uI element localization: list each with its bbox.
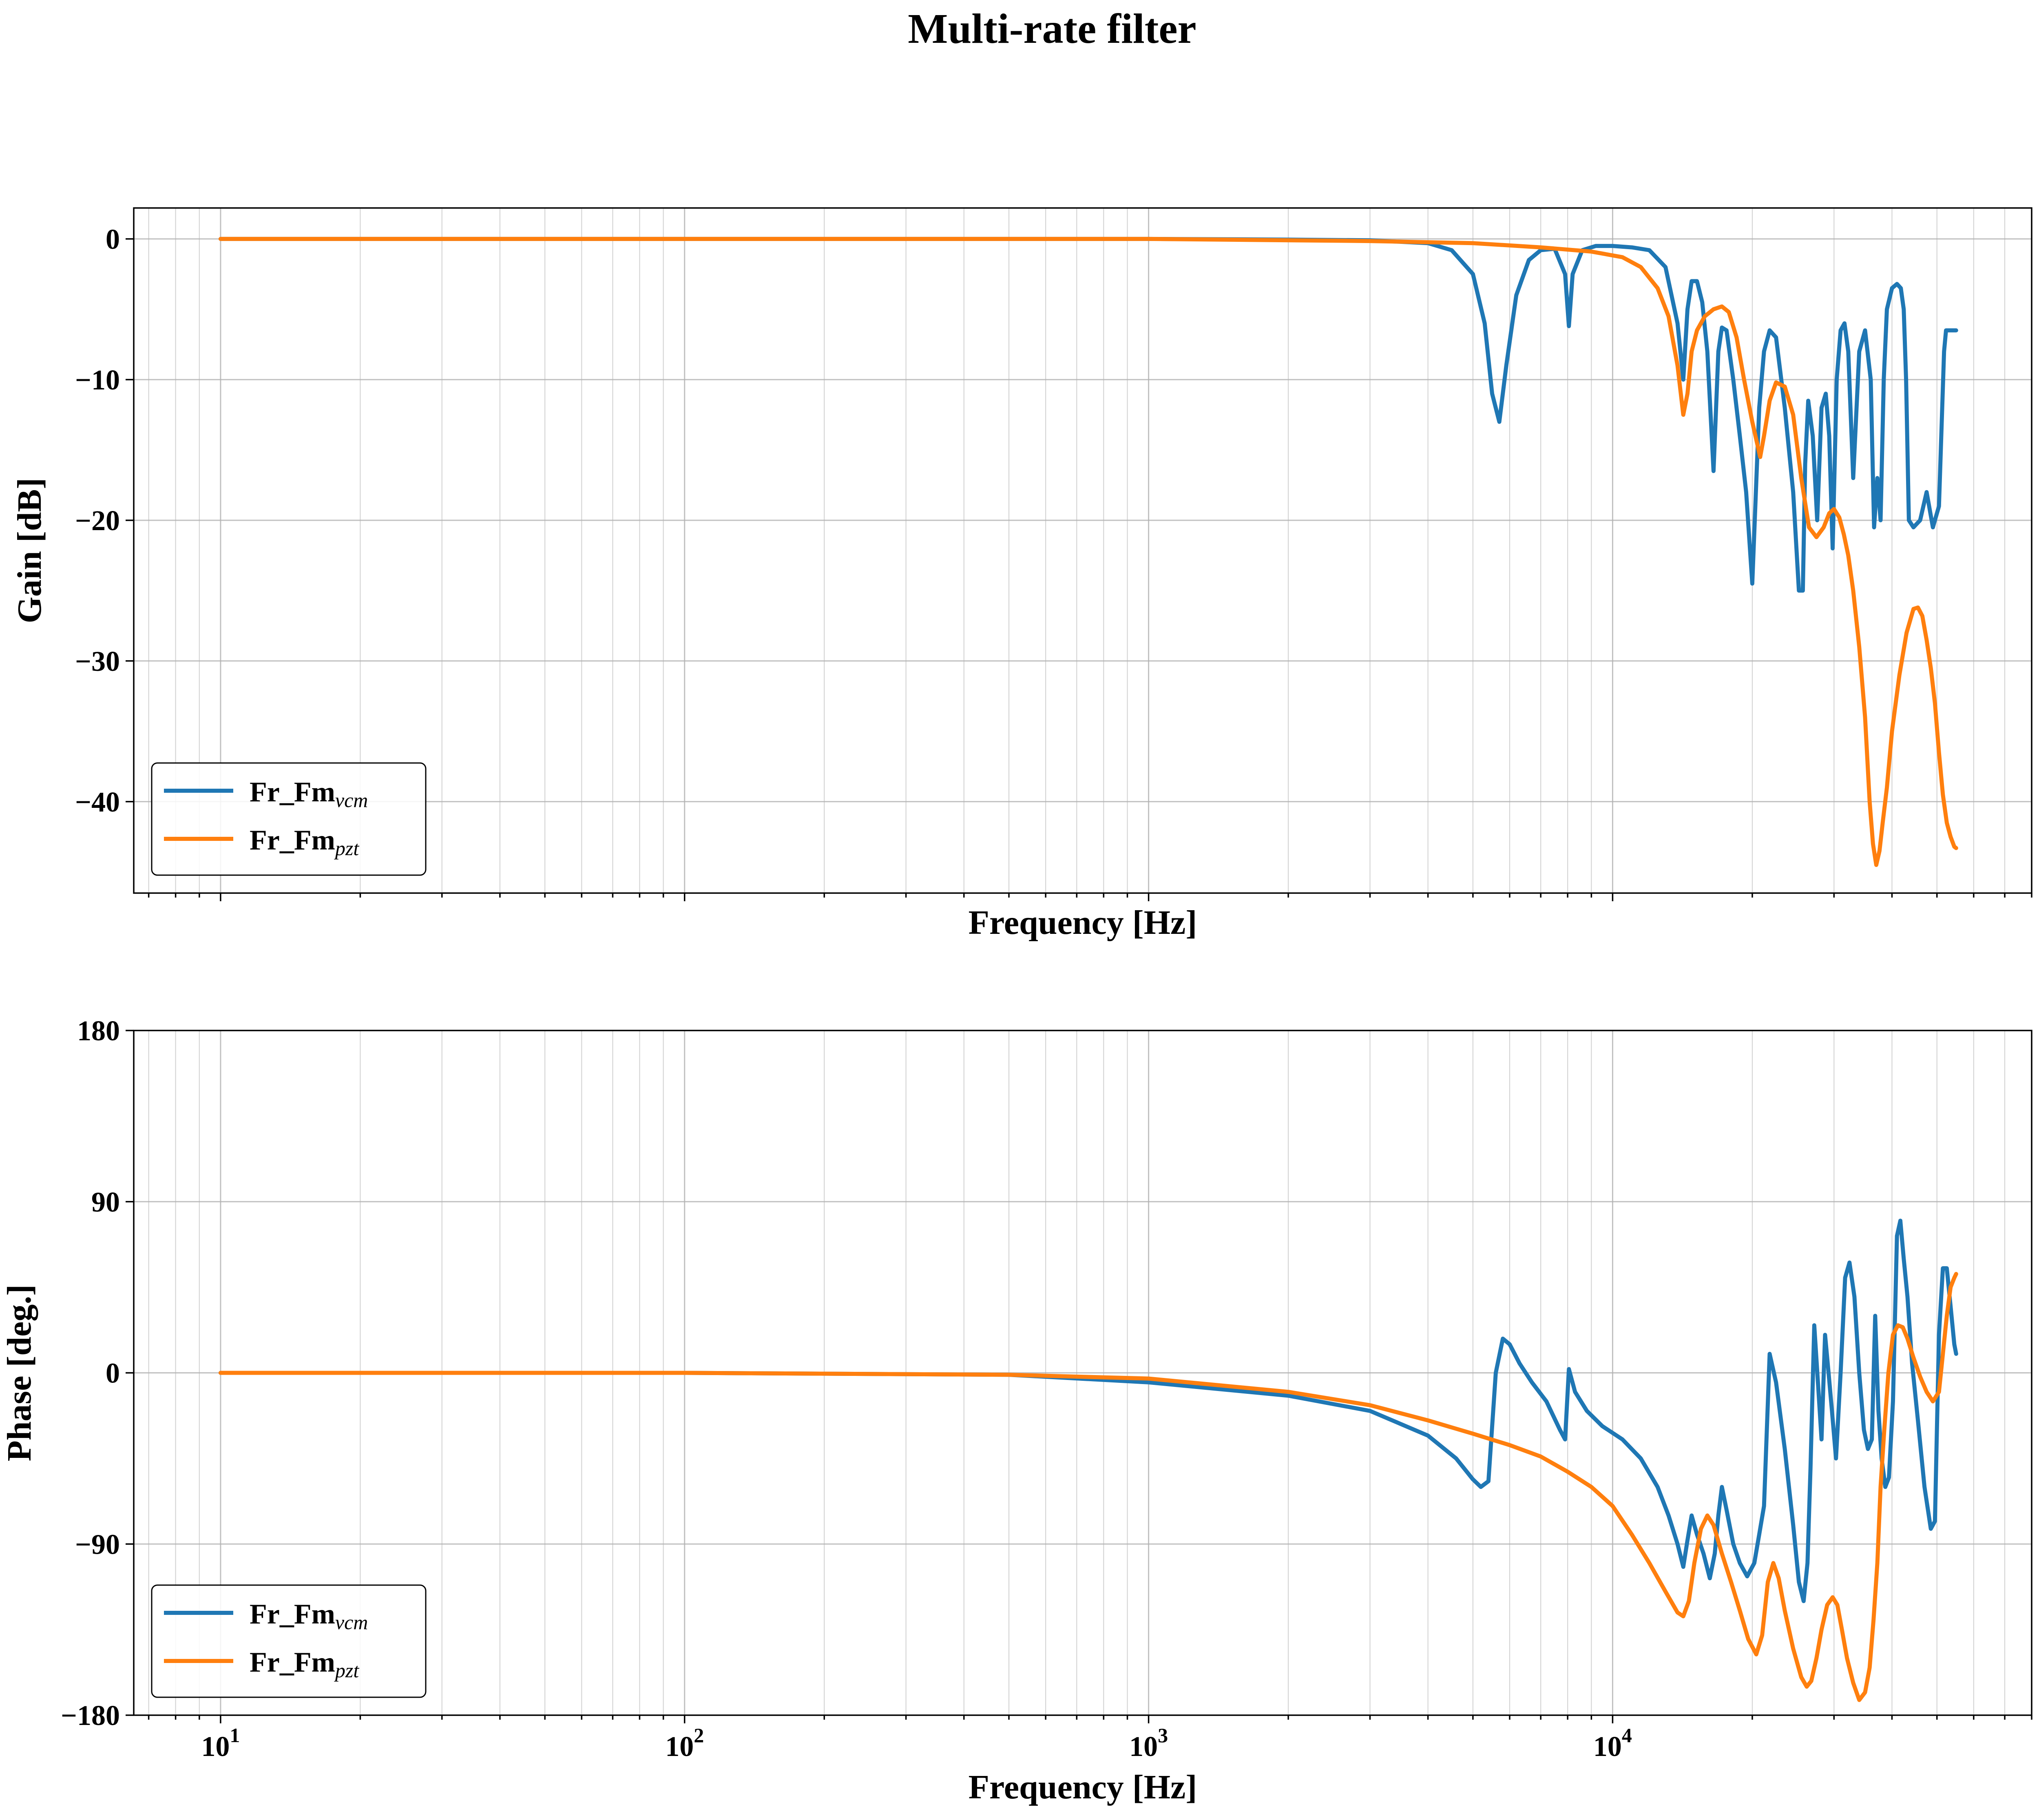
legend-label-vcm: Fr_Fmvcm [250,776,368,812]
x-ticks [148,893,2032,901]
y-axis-label: Gain [dB] [11,478,49,623]
series-line-vcm [218,237,1958,593]
y-tick-label: 0 [106,1358,120,1389]
x-ticks [148,1715,2032,1723]
y-tick-label: −30 [75,646,120,677]
y-tick-label: −180 [61,1700,120,1732]
phase-panel: 180 90 0 −90 −180 101 102 103 104 Frequency [Hz] P… [0,1015,2032,1806]
gain-panel: 0 −10 −20 −30 −40 Frequency [Hz] Gain [dB] Fr_F… [11,207,2032,942]
x-axis-label: Frequency [Hz] [969,1768,1197,1806]
series-group [218,237,1958,867]
legend-label-vcm: Fr_Fmvcm [250,1599,368,1634]
y-tick-label: −40 [75,787,120,818]
grid [134,208,2032,893]
y-axis-label: Phase [deg.] [0,1285,38,1462]
y-tick-label: −10 [75,365,120,396]
series-group [218,1218,1958,1702]
x-tick-label: 101 [201,1724,240,1763]
x-tick-label: 102 [665,1724,704,1763]
y-tick-label: 180 [77,1015,120,1047]
y-tick-label: 90 [91,1187,120,1218]
series-line-pzt [218,237,1958,867]
y-tick-label: −90 [75,1529,120,1560]
legend: Fr_Fmvcm Fr_Fmpzt [151,1584,427,1698]
x-axis-label: Frequency [Hz] [969,904,1197,942]
x-tick-label: 103 [1129,1724,1168,1763]
y-tick-label: 0 [106,224,120,255]
figure-title: Multi-rate filter [908,5,1196,52]
legend-label-pzt: Fr_Fmpzt [250,1647,359,1682]
y-tick-label: −20 [75,505,120,537]
series-line-pzt [218,1272,1958,1702]
axes-frame [133,207,2032,894]
series-line-vcm [218,1218,1958,1603]
legend: Fr_Fmvcm Fr_Fmpzt [151,762,427,876]
x-tick-label: 104 [1593,1724,1632,1763]
legend-label-pzt: Fr_Fmpzt [250,825,359,860]
